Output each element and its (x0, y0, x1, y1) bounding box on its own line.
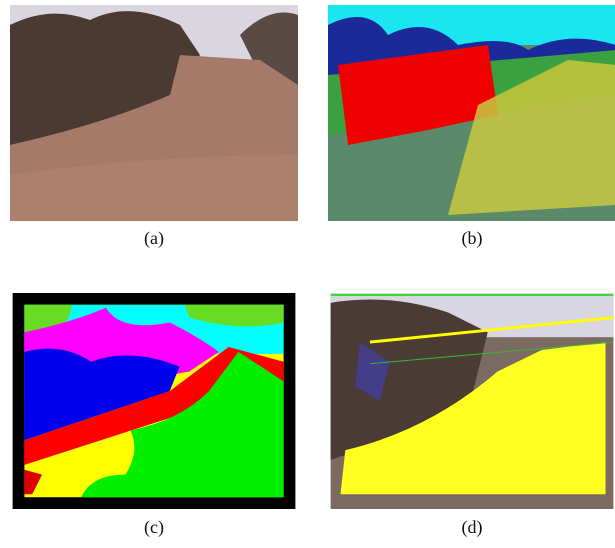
blue-region (24, 348, 180, 441)
edge-line (369, 316, 614, 344)
feature-panel (328, 5, 615, 221)
caption: (d) (461, 517, 483, 537)
red-patch (24, 469, 43, 495)
caption: (a) (144, 228, 164, 248)
bushes-right (240, 12, 298, 85)
segmentation-panel (12, 293, 296, 509)
detection-panel (330, 293, 614, 509)
blue-marks (355, 342, 390, 401)
red-region (338, 45, 498, 145)
red-region (24, 347, 284, 465)
green-blob (184, 304, 284, 327)
caption: (b) (461, 228, 483, 248)
road-region (340, 342, 606, 495)
yellow-region (448, 60, 615, 215)
green-region (81, 351, 284, 498)
photo-panel (10, 5, 298, 221)
foreground (10, 155, 298, 221)
edge-line (369, 341, 614, 365)
caption: (c) (144, 517, 164, 537)
bushes-left (10, 11, 200, 145)
bushes (330, 299, 488, 460)
